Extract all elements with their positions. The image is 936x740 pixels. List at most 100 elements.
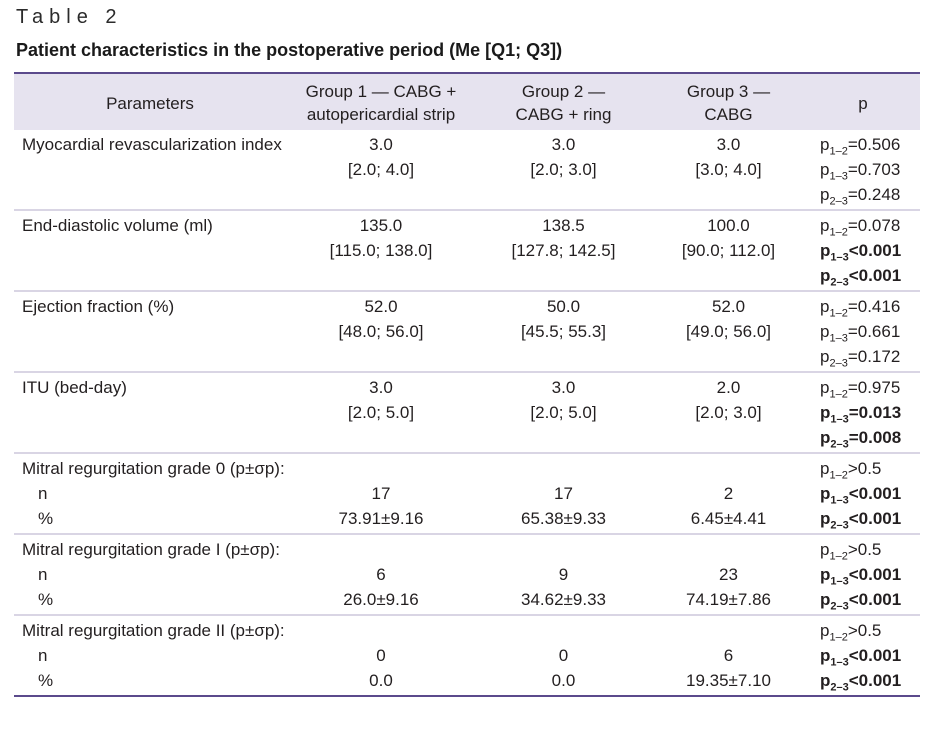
p-number: =0.661 <box>847 322 901 341</box>
header-group-3: Group 3 — CABG <box>651 73 806 130</box>
cell-value: 0 <box>376 646 386 665</box>
table-row: Mitral regurgitation grade 0 (p±σp): n% 1… <box>14 453 920 534</box>
cell-value: 0.0 <box>369 671 393 690</box>
cell-p-values: p1–2>0.5 p1–3<0.001 p2–3<0.001 <box>806 453 920 534</box>
cell-p-values: p1–2=0.506 p1–3=0.703 p2–3=0.248 <box>806 130 920 210</box>
p-value: p1–2>0.5 <box>820 456 918 481</box>
cell-value: [49.0; 56.0] <box>685 322 772 341</box>
p-comparison: 1–2 <box>829 388 848 401</box>
cell-value <box>653 618 804 643</box>
p-symbol: p <box>820 241 831 260</box>
table-row: Ejection fraction (%) 52.0 [48.0; 56.0] 50.… <box>14 291 920 372</box>
cell-p-values: p1–2>0.5 p1–3<0.001 p2–3<0.001 <box>806 615 920 696</box>
parameter-name: End-diastolic volume (ml) <box>22 216 213 235</box>
parameter-name: Ejection fraction (%) <box>22 297 175 316</box>
cell-group-2: 17 65.38±9.33 <box>476 453 651 534</box>
p-symbol: p <box>820 378 830 397</box>
header-p: p <box>806 73 920 130</box>
p-symbol: p <box>820 160 830 179</box>
cell-value: 6.45±4.41 <box>690 509 767 528</box>
cell-parameter: ITU (bed-day) <box>14 372 286 453</box>
p-number: =0.172 <box>847 347 901 366</box>
parameter-subitem: % <box>38 671 54 690</box>
cell-value: 9 <box>558 565 569 584</box>
p-symbol: p <box>820 484 831 503</box>
p-symbol: p <box>820 509 831 528</box>
cell-group-2: 50.0 [45.5; 55.3] <box>476 291 651 372</box>
p-symbol: p <box>820 185 830 204</box>
cell-value: 74.19±7.86 <box>686 590 771 609</box>
p-comparison: 2–3 <box>829 357 848 370</box>
cell-group-1: 3.0 [2.0; 4.0] <box>286 130 476 210</box>
p-number: =0.506 <box>847 135 901 154</box>
cell-value: 73.91±9.16 <box>338 509 424 528</box>
cell-value: 0.0 <box>551 671 576 690</box>
header-group-2: Group 2 — CABG + ring <box>476 73 651 130</box>
table-row: Myocardial revascularization index 3.0 [2.… <box>14 130 920 210</box>
header-line: CABG + ring <box>515 105 612 124</box>
p-number: <0.001 <box>848 266 902 285</box>
p-comparison: 1–3 <box>830 251 849 264</box>
header-line: p <box>858 93 868 113</box>
cell-value <box>478 456 649 481</box>
p-value: p1–3=0.661 <box>820 319 918 344</box>
p-comparison: 1–3 <box>830 494 849 507</box>
cell-group-1: 52.0 [48.0; 56.0] <box>286 291 476 372</box>
p-comparison: 1–2 <box>829 226 848 239</box>
table-title: Patient characteristics in the postopera… <box>16 40 563 60</box>
cell-p-values: p1–2=0.078 p1–3<0.001 p2–3<0.001 <box>806 210 920 291</box>
cell-group-3: 6 19.35±7.10 <box>651 615 806 696</box>
cell-group-3: 2.0 [2.0; 3.0] <box>651 372 806 453</box>
header-line: CABG <box>704 105 753 124</box>
cell-value <box>288 618 474 643</box>
cell-parameter: Myocardial revascularization index <box>14 130 286 210</box>
cell-group-2: 138.5 [127.8; 142.5] <box>476 210 651 291</box>
p-comparison: 2–3 <box>830 276 849 289</box>
p-value: p1–3<0.001 <box>820 643 918 668</box>
parameter-name: Mitral regurgitation grade II (p±σp): <box>22 621 285 640</box>
parameter-subitem: n <box>38 484 48 503</box>
p-value: p2–3=0.248 <box>820 182 918 207</box>
cell-value: 138.5 <box>542 216 585 235</box>
table-row: Mitral regurgitation grade II (p±σp): n% … <box>14 615 920 696</box>
p-value: p1–2=0.078 <box>820 213 918 238</box>
parameter-subitem: % <box>38 590 54 609</box>
cell-value: [2.0; 4.0] <box>347 160 415 179</box>
cell-value: 52.0 <box>711 297 746 316</box>
p-value: p1–3<0.001 <box>820 562 918 587</box>
header-line: autopericardial strip <box>306 105 456 124</box>
p-symbol: p <box>820 459 830 478</box>
cell-value: 100.0 <box>707 216 750 235</box>
parameter-name: Myocardial revascularization index <box>22 135 282 154</box>
parameter-name: Mitral regurgitation grade 0 (p±σp): <box>22 459 285 478</box>
p-number: =0.008 <box>848 428 902 447</box>
p-number: <0.001 <box>848 646 902 665</box>
cell-value <box>478 537 649 562</box>
cell-p-values: p1–2=0.416 p1–3=0.661 p2–3=0.172 <box>806 291 920 372</box>
cell-p-values: p1–2=0.975 p1–3=0.013 p2–3=0.008 <box>806 372 920 453</box>
p-number: >0.5 <box>847 459 882 478</box>
p-comparison: 2–3 <box>830 519 849 532</box>
p-symbol: p <box>820 403 831 422</box>
cell-group-3: 3.0 [3.0; 4.0] <box>651 130 806 210</box>
cell-value: [127.8; 142.5] <box>511 241 616 260</box>
p-symbol: p <box>820 322 830 341</box>
p-comparison: 1–3 <box>830 656 849 669</box>
cell-group-1: 3.0 [2.0; 5.0] <box>286 372 476 453</box>
cell-value: 50.0 <box>546 297 581 316</box>
p-number: =0.248 <box>847 185 901 204</box>
cell-value: [2.0; 5.0] <box>347 403 415 422</box>
p-number: =0.013 <box>848 403 902 422</box>
header-group-1: Group 1 — CABG + autopericardial strip <box>286 73 476 130</box>
header-parameters: Parameters <box>14 73 286 130</box>
p-comparison: 1–2 <box>829 307 848 320</box>
cell-value: [48.0; 56.0] <box>338 322 424 341</box>
table-row: Mitral regurgitation grade I (p±σp): n% 6… <box>14 534 920 615</box>
cell-value: [2.0; 5.0] <box>530 403 597 422</box>
cell-value: 3.0 <box>551 135 576 154</box>
cell-value: 19.35±7.10 <box>686 671 771 690</box>
cell-value: 2 <box>723 484 734 503</box>
p-number: =0.975 <box>847 378 901 397</box>
p-symbol: p <box>820 590 831 609</box>
p-symbol: p <box>820 621 830 640</box>
